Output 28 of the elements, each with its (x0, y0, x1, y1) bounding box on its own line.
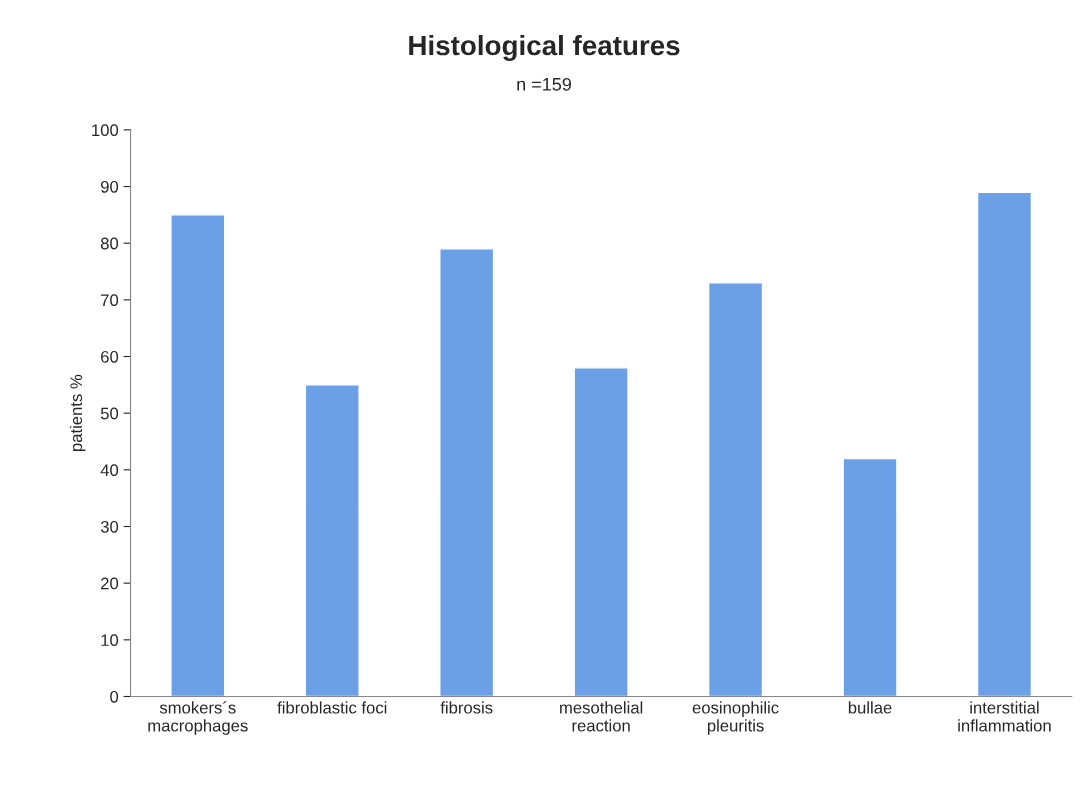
y-tick-label: 40 (100, 464, 119, 477)
y-axis-title: patients % (69, 374, 86, 452)
y-tick-label: 60 (101, 350, 119, 363)
bar (170, 214, 226, 697)
bar (707, 282, 764, 697)
y-tick-label: 20 (101, 577, 119, 590)
bar (842, 457, 898, 697)
y-tick-label: 0 (110, 690, 119, 703)
x-tick-label: fibrosis (440, 701, 493, 714)
y-tick-label: 100 (92, 124, 119, 137)
y-tick-label: 10 (101, 634, 119, 647)
x-tick-label: fibroblastic foci (277, 701, 387, 714)
bar (304, 384, 360, 697)
y-tick-label: 70 (101, 294, 119, 307)
x-tick-label: interstitial inflammation (958, 701, 1051, 732)
x-tick-label: bullae (848, 701, 892, 714)
bar (439, 248, 495, 697)
y-tick-label: 80 (100, 237, 119, 250)
chart-subtitle: n =159 (517, 77, 572, 91)
x-tick-label: mesothelial reaction (560, 701, 643, 732)
x-tick-label: eosinophilic pleuritis (692, 701, 779, 735)
bar (573, 367, 629, 697)
bar (976, 191, 1033, 697)
y-tick-label: 30 (100, 520, 119, 533)
y-tick-label: 50 (100, 407, 119, 420)
x-tick-label: smokers´s macrophages (148, 701, 248, 735)
chart-title: Histological features (409, 34, 680, 61)
y-tick-label: 90 (101, 180, 119, 193)
